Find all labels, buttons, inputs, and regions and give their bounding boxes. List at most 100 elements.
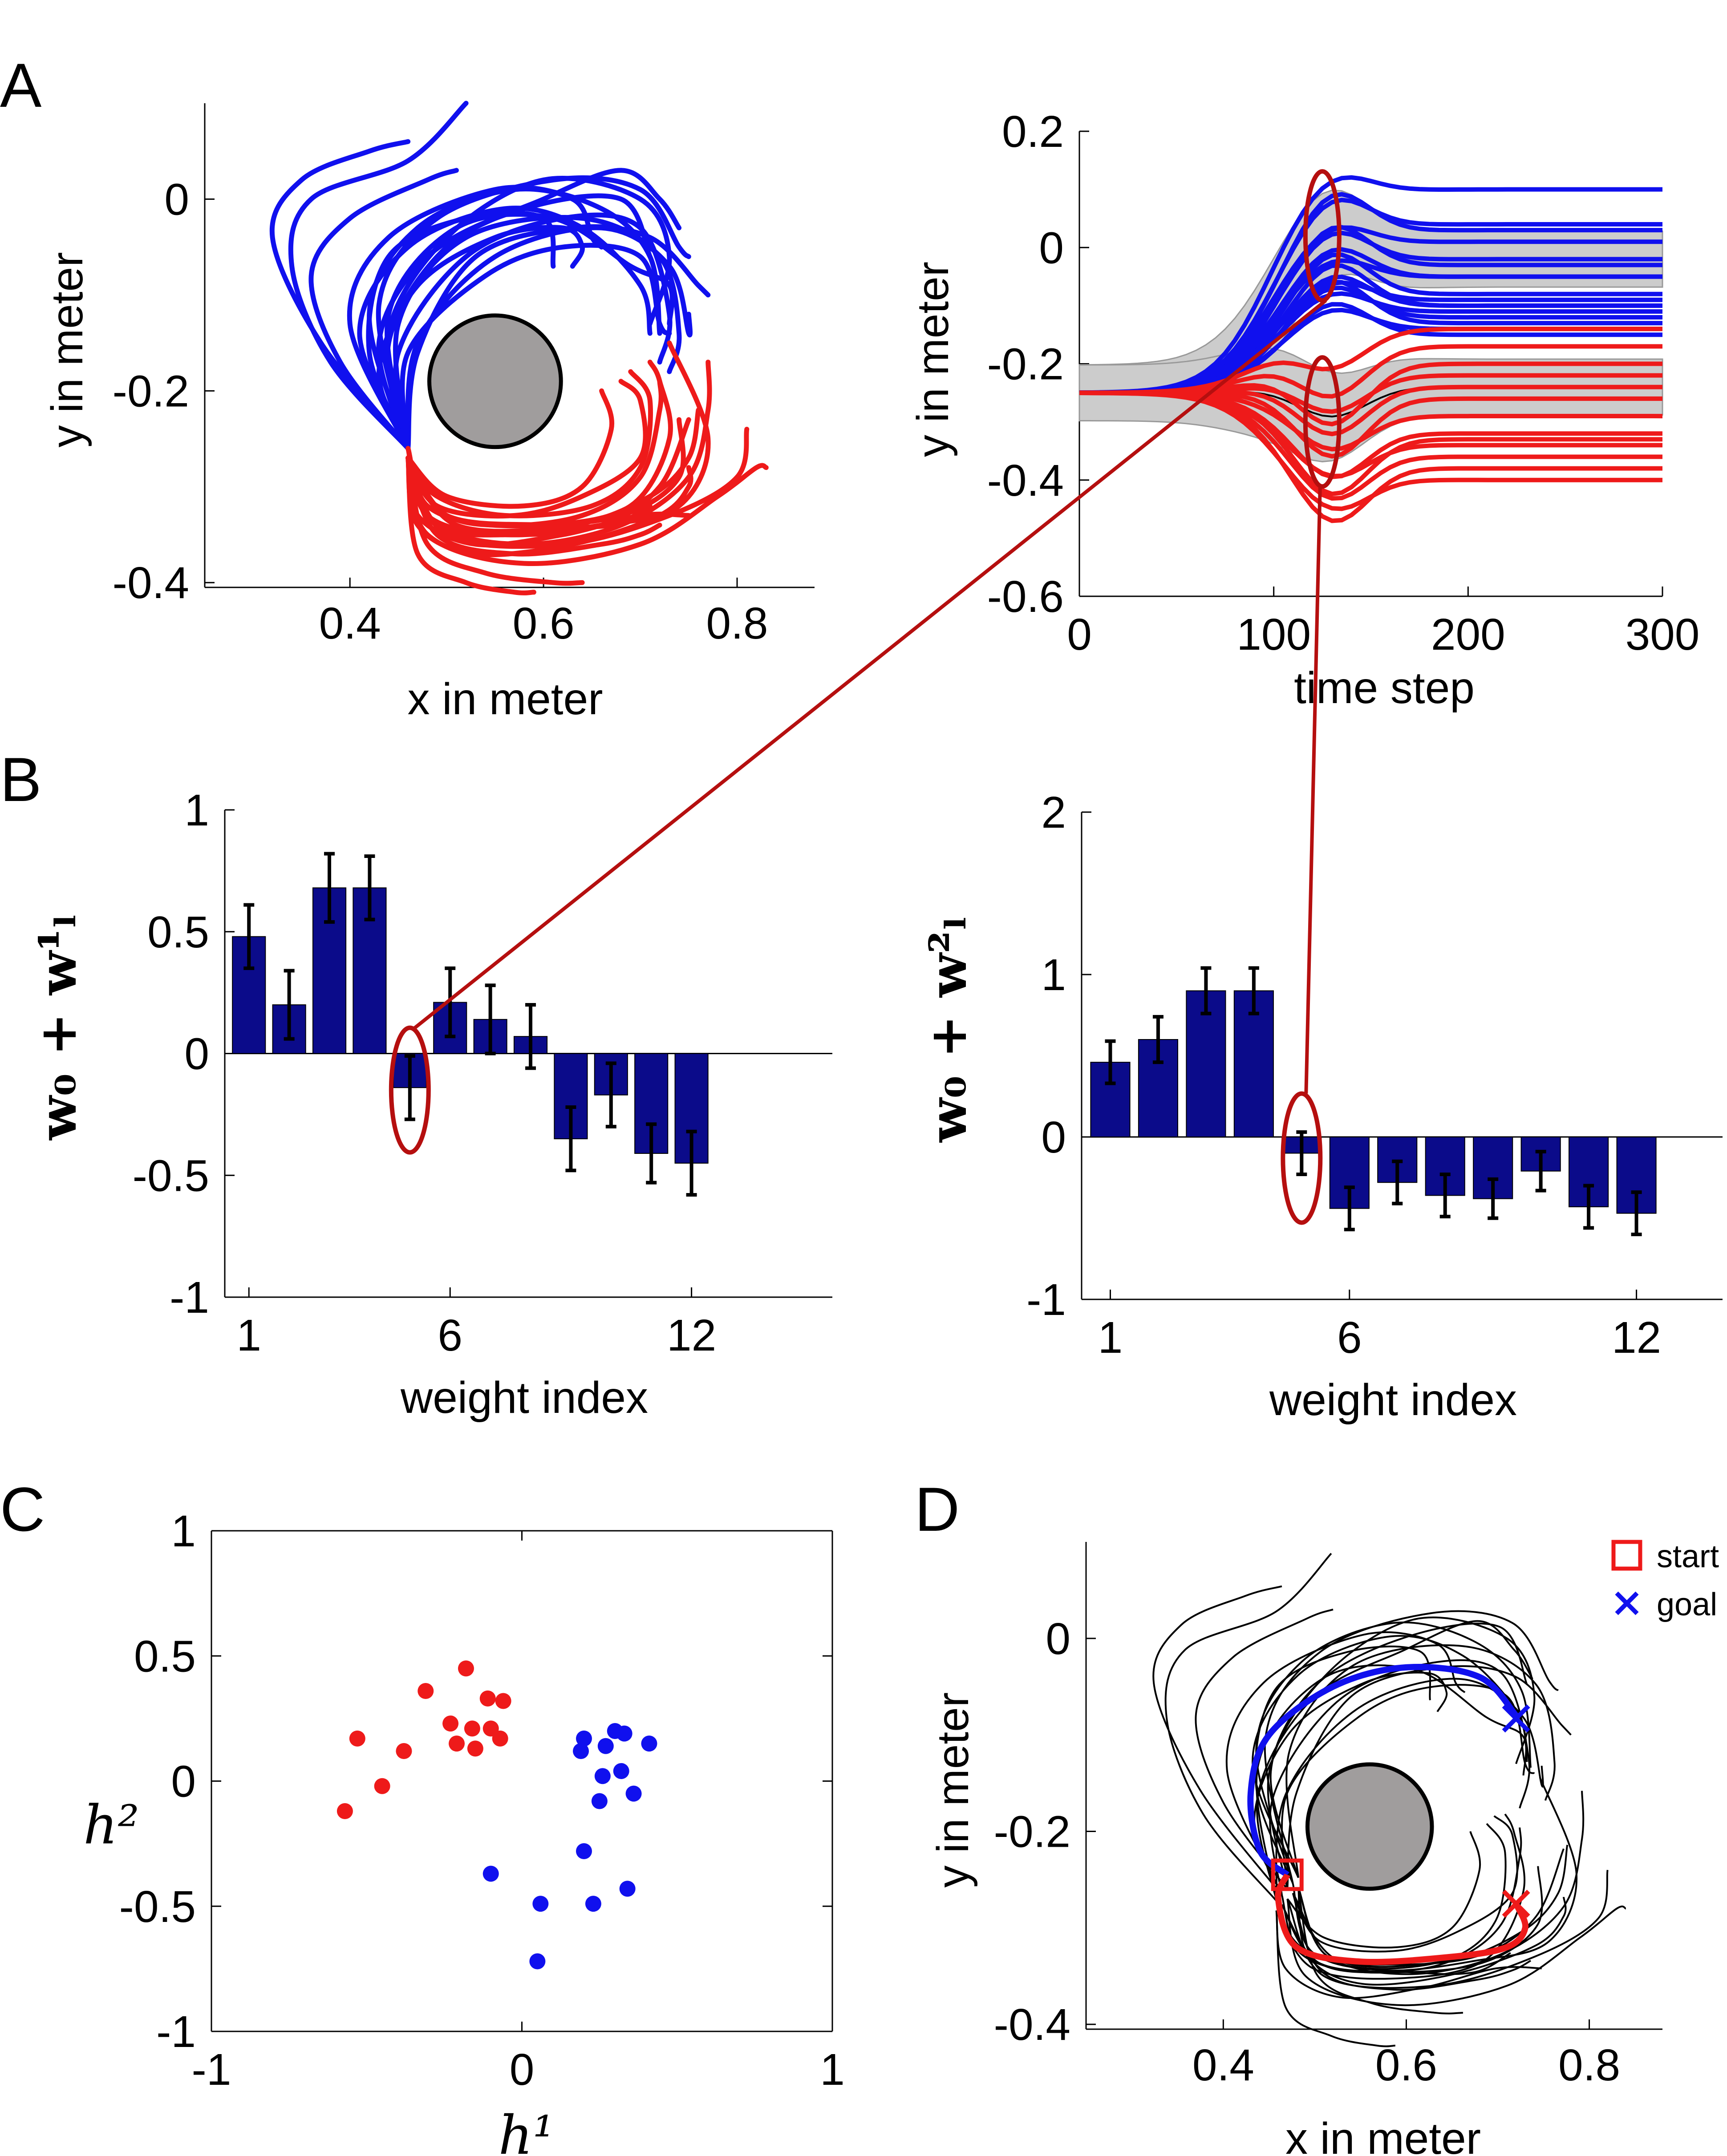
- panel-label-d: D: [915, 1474, 960, 1544]
- chart-b-weights-2: 1 6 12 2 1 0 -1 weight index w₀ + w²ₗ: [918, 788, 1723, 1425]
- blue-point: [585, 1896, 601, 1912]
- panel-label-b: B: [0, 744, 41, 814]
- x-axis-label: x in meter: [1285, 2114, 1481, 2156]
- x-tick-label: 0.4: [1192, 2040, 1254, 2090]
- red-point: [480, 1691, 496, 1707]
- x-tick-label: 1: [236, 1311, 261, 1360]
- x-tick-label: 1: [820, 2045, 845, 2095]
- panel-label-c: C: [0, 1474, 45, 1544]
- red-point: [467, 1740, 483, 1756]
- blue-point: [598, 1738, 614, 1754]
- x-tick-label: 12: [1612, 1313, 1661, 1363]
- red-point: [492, 1731, 508, 1747]
- red-point: [458, 1660, 474, 1676]
- y-tick-label: 0.5: [134, 1631, 196, 1681]
- x-tick-label: 0.6: [1375, 2040, 1437, 2090]
- x-tick-label: -1: [192, 2045, 231, 2095]
- demo-trajectory: [1166, 1553, 1331, 1901]
- legend-start-marker: [1613, 1542, 1640, 1569]
- y-tick-label: 0: [1039, 223, 1064, 273]
- x-tick-label: 200: [1431, 610, 1505, 659]
- blue-point: [641, 1735, 657, 1751]
- x-tick-label: 0: [510, 2045, 535, 2095]
- y-tick-label: 1: [184, 785, 209, 835]
- x-tick-label: 100: [1236, 610, 1311, 659]
- x-axis-label: x in meter: [407, 674, 603, 724]
- blue-point: [626, 1786, 642, 1802]
- callout-connector: [1306, 486, 1320, 1093]
- blue-point: [529, 1954, 545, 1970]
- red-point: [374, 1778, 390, 1794]
- demo-trajectory: [1298, 1887, 1463, 2013]
- demo-trajectory: [1287, 1899, 1626, 2005]
- y-tick-label: -0.4: [987, 456, 1064, 506]
- blue-point: [613, 1763, 629, 1779]
- demo-trajectory: [1293, 1893, 1531, 1990]
- y-tick-label: 0: [164, 174, 189, 224]
- red-point: [337, 1803, 353, 1819]
- x-axis-label: weight index: [1269, 1375, 1517, 1425]
- y-tick-label: -0.5: [119, 1882, 196, 1932]
- x-tick-label: 6: [1337, 1313, 1362, 1363]
- y-tick-label: -0.6: [987, 572, 1064, 622]
- y-axis-label: h²: [83, 1795, 139, 1857]
- y-axis-label: y in meter: [42, 252, 92, 447]
- panel-label-a: A: [0, 50, 42, 120]
- y-tick-label: -1: [170, 1273, 209, 1323]
- x-tick-label: 0: [1067, 610, 1092, 659]
- x-tick-label: 12: [667, 1311, 716, 1360]
- red-point: [495, 1693, 511, 1709]
- y-tick-label: 0: [171, 1757, 196, 1807]
- x-tick-label: 0.8: [706, 599, 768, 648]
- blue-point: [532, 1896, 548, 1912]
- y-tick-label: 2: [1041, 788, 1066, 837]
- y-axis-label: w₀ + w¹ₗ: [28, 914, 88, 1141]
- x-tick-label: 0.8: [1558, 2040, 1620, 2090]
- obstacle-disc: [430, 316, 561, 447]
- chart-d-trajectories: 0.4 0.6 0.8 0 -0.2 -0.4 x in meter y in meter st…: [928, 1539, 1719, 2156]
- x-axis-label: h¹: [499, 2105, 554, 2156]
- y-tick-label: 0.2: [1002, 107, 1064, 157]
- y-tick-label: -0.5: [133, 1151, 209, 1201]
- y-tick-label: 1: [1041, 950, 1066, 1000]
- y-tick-label: -0.2: [113, 366, 189, 416]
- x-tick-label: 0.6: [513, 599, 575, 648]
- y-tick-label: 0.5: [147, 907, 209, 957]
- legend-goal-label: goal: [1657, 1587, 1717, 1622]
- y-tick-label: -1: [156, 2007, 196, 2057]
- blue-point: [595, 1768, 611, 1784]
- x-axis-label: weight index: [400, 1373, 648, 1423]
- legend-start-label: start: [1657, 1539, 1719, 1574]
- y-tick-label: -1: [1026, 1275, 1066, 1325]
- y-axis-label: y in meter: [908, 262, 958, 457]
- y-tick-label: -0.2: [994, 1807, 1070, 1857]
- y-tick-label: -0.4: [113, 558, 189, 608]
- y-tick-label: -0.4: [994, 2000, 1070, 2050]
- x-axis-label: time step: [1294, 663, 1475, 713]
- y-tick-label: 0: [1046, 1614, 1070, 1664]
- chart-c-scatter: -1 0 1 1 0.5 0 -0.5 -1 h¹ h²: [83, 1506, 845, 2156]
- y-tick-label: -0.2: [987, 340, 1064, 389]
- red-point: [396, 1743, 412, 1759]
- y-tick-label: 0: [184, 1029, 209, 1079]
- blue-point: [576, 1731, 592, 1747]
- red-point: [464, 1720, 480, 1736]
- blue-point: [620, 1881, 636, 1897]
- blue-point: [616, 1726, 632, 1742]
- y-tick-label: 1: [171, 1506, 196, 1556]
- red-point: [349, 1731, 365, 1747]
- red-point: [442, 1715, 458, 1731]
- obstacle-disc: [1307, 1764, 1432, 1889]
- x-tick-label: 300: [1626, 610, 1700, 659]
- blue-point: [576, 1843, 592, 1859]
- y-axis-label: w₀ + w²ₗ: [918, 916, 978, 1143]
- y-axis-label: y in meter: [928, 1692, 978, 1888]
- blue-point: [483, 1866, 499, 1882]
- chart-a-trajectories: 0.4 0.6 0.8 0 -0.2 -0.4 x in meter y in meter: [42, 103, 815, 724]
- red-point: [449, 1735, 465, 1751]
- x-tick-label: 0.4: [319, 599, 381, 648]
- blue-point: [592, 1793, 608, 1809]
- y-tick-label: 0: [1041, 1112, 1066, 1162]
- red-point: [418, 1683, 434, 1699]
